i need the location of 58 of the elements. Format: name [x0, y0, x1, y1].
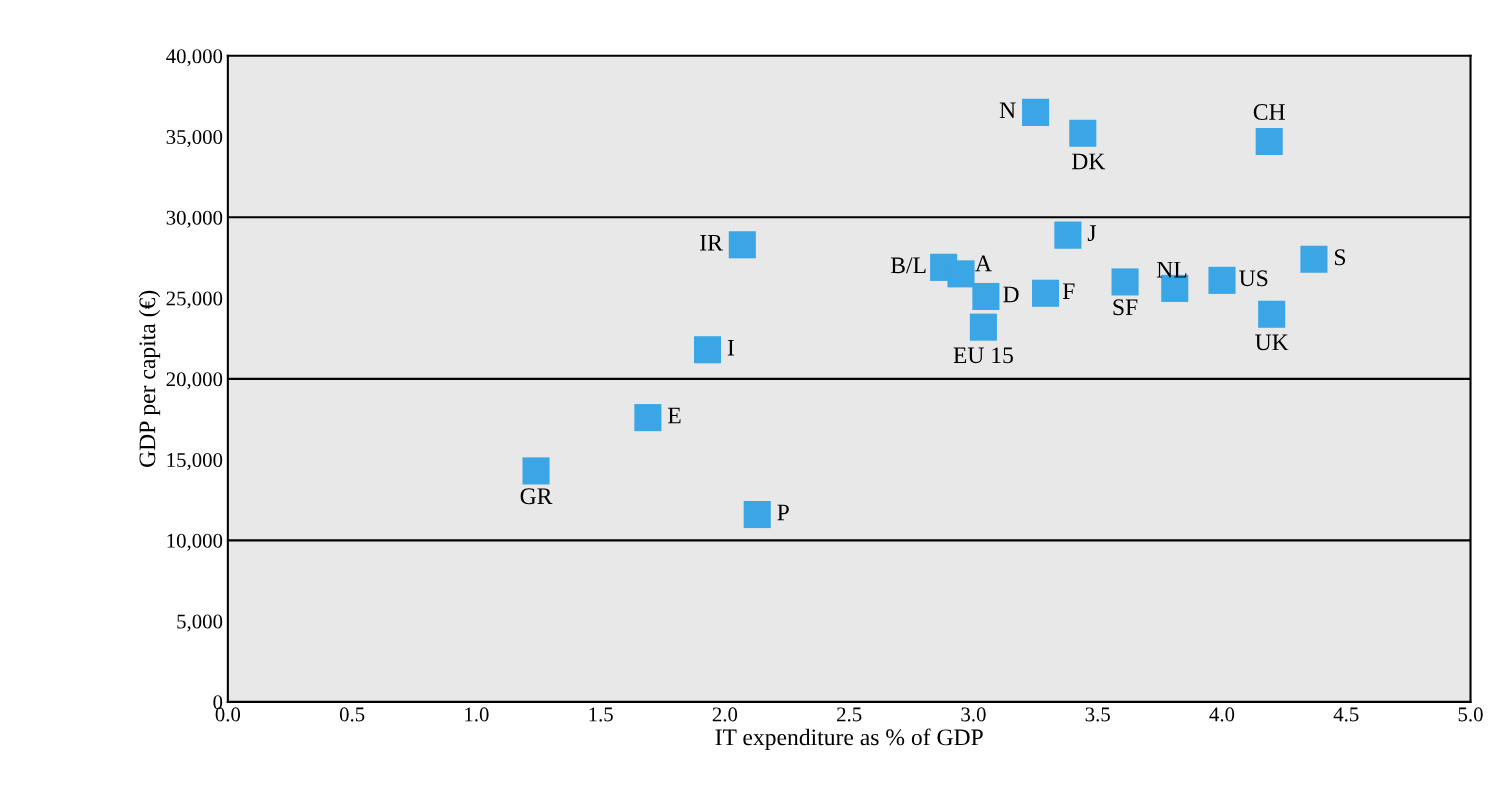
x-tick-label: 3.0: [961, 707, 986, 722]
point: [1022, 98, 1050, 126]
y-tick-label: 40,000: [166, 49, 223, 67]
annotation: SF: [1113, 299, 1138, 316]
point: [634, 404, 662, 432]
y-tick-label: 20,000: [166, 372, 223, 390]
point: [743, 500, 771, 529]
annotation: GR: [520, 488, 553, 505]
point: [728, 231, 756, 259]
annotation: EU 15: [953, 347, 1013, 364]
point: [1255, 127, 1283, 155]
y-tick-label: 10,000: [167, 533, 223, 551]
x-tick-label: 4.5: [1333, 707, 1359, 722]
x-tick-label: 0.0: [215, 707, 241, 722]
y-tick-label: 5,000: [177, 614, 223, 632]
annotation: A: [975, 255, 992, 272]
y-tick-label: 0: [213, 695, 223, 710]
point: [1111, 268, 1139, 296]
annotation: S: [1334, 249, 1346, 266]
annotation: J: [1087, 225, 1097, 242]
annotation: NL: [1156, 261, 1187, 278]
point: [947, 260, 975, 288]
annotation: D: [1003, 286, 1019, 303]
x-axis-title: IT expenditure as % of GDP: [715, 728, 983, 751]
y-tick-label: 35,000: [166, 129, 223, 147]
annotation: US: [1239, 270, 1268, 287]
annotation: UK: [1255, 334, 1289, 351]
x-tick-label: 0.5: [339, 707, 365, 722]
annotation: CH: [1253, 104, 1285, 120]
point: [972, 282, 1000, 311]
y-tick-label: 15,000: [167, 452, 223, 471]
annotation: DK: [1071, 153, 1106, 170]
y-axis-title: GDP per capita (€): [138, 290, 161, 467]
annotation: P: [777, 504, 789, 521]
y-tick-label: 30,000: [166, 210, 223, 228]
x-tick-label: 1.0: [465, 707, 489, 722]
x-tick-label: 3.5: [1085, 707, 1110, 722]
x-tick-label: 1.5: [589, 707, 613, 722]
x-tick-label: 2.0: [712, 707, 738, 722]
y-tick-label: 25,000: [166, 291, 223, 309]
point: [1258, 300, 1286, 328]
x-tick-label: 4.0: [1209, 707, 1235, 722]
point: [1069, 119, 1097, 147]
annotation: N: [999, 102, 1016, 119]
point: [693, 336, 722, 364]
point: [969, 313, 997, 341]
annotation: IR: [700, 235, 723, 251]
point: [522, 457, 550, 485]
point: [1031, 279, 1060, 307]
annotation: B/L: [890, 257, 926, 274]
x-tick-label: 5.0: [1458, 707, 1483, 722]
point: [1054, 221, 1082, 249]
point: [1300, 245, 1328, 273]
x-tick-label: 2.5: [837, 707, 862, 722]
annotation: I: [727, 339, 734, 356]
annotation: F: [1062, 283, 1075, 299]
point: [1208, 266, 1236, 294]
annotation: E: [667, 407, 681, 424]
